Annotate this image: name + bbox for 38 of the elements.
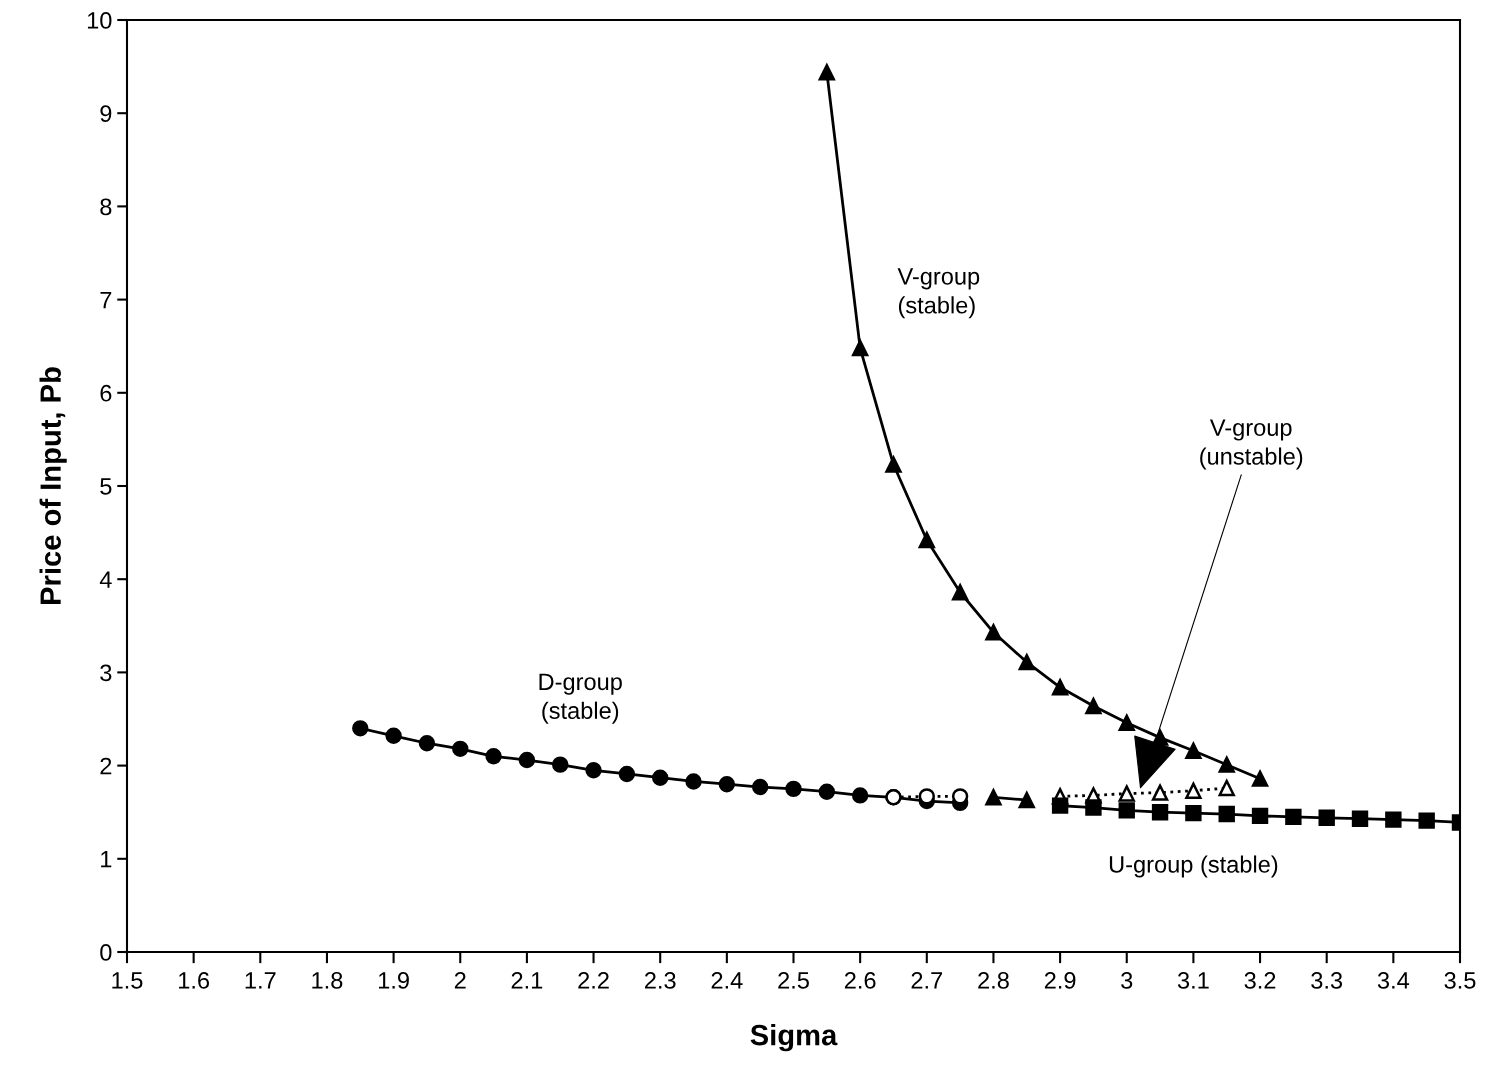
x-tick-label: 2.8 (978, 972, 1009, 989)
annotation: V-group (unstable) (1200, 419, 1303, 470)
annotation: V-group (stable) (897, 268, 980, 319)
annotation: D-group (stable) (539, 673, 622, 724)
x-tick-label: 1.9 (378, 972, 409, 989)
x-axis-title: Sigma (750, 1024, 838, 1052)
y-tick-label: 1 (101, 851, 112, 868)
x-tick-label: 1.7 (245, 972, 276, 989)
y-tick-label: 7 (100, 291, 112, 309)
x-tick-label: 2.7 (911, 972, 943, 989)
y-tick-label: 6 (100, 384, 112, 402)
y-tick-label: 10 (87, 12, 112, 29)
x-tick-label: 1.5 (112, 972, 143, 989)
x-tick-label: 2.6 (844, 972, 876, 989)
x-tick-label: 2.5 (778, 972, 809, 989)
y-tick-label: 0 (100, 944, 112, 961)
x-tick-label: 2.2 (578, 972, 609, 989)
y-tick-label: 5 (100, 478, 112, 495)
x-tick-label: 2.9 (1044, 972, 1076, 989)
y-tick-label: 4 (99, 571, 112, 588)
x-tick-label: 3.4 (1377, 972, 1410, 989)
y-axis-title: Price of Input, Pb (39, 367, 67, 604)
annotation: U-group (stable) (1109, 855, 1278, 878)
y-tick-label: 3 (100, 664, 112, 682)
x-tick-label: 2.1 (511, 972, 543, 989)
x-tick-label: 2.3 (644, 972, 676, 989)
y-tick-label: 9 (100, 105, 112, 122)
x-tick-label: 1.6 (179, 972, 210, 989)
x-tick-label: 3.3 (1311, 972, 1343, 989)
y-tick-label: 8 (100, 198, 112, 216)
x-tick-label: 3.2 (1244, 972, 1276, 989)
x-tick-label: 3 (1121, 972, 1133, 989)
x-tick-label: 3.5 (1444, 972, 1476, 989)
x-tick-label: 2.4 (711, 972, 743, 989)
y-tick-label: 2 (100, 757, 112, 775)
x-tick-label: 3.1 (1177, 972, 1209, 989)
x-tick-label: 2 (454, 972, 466, 989)
x-tick-label: 1.8 (312, 972, 343, 989)
